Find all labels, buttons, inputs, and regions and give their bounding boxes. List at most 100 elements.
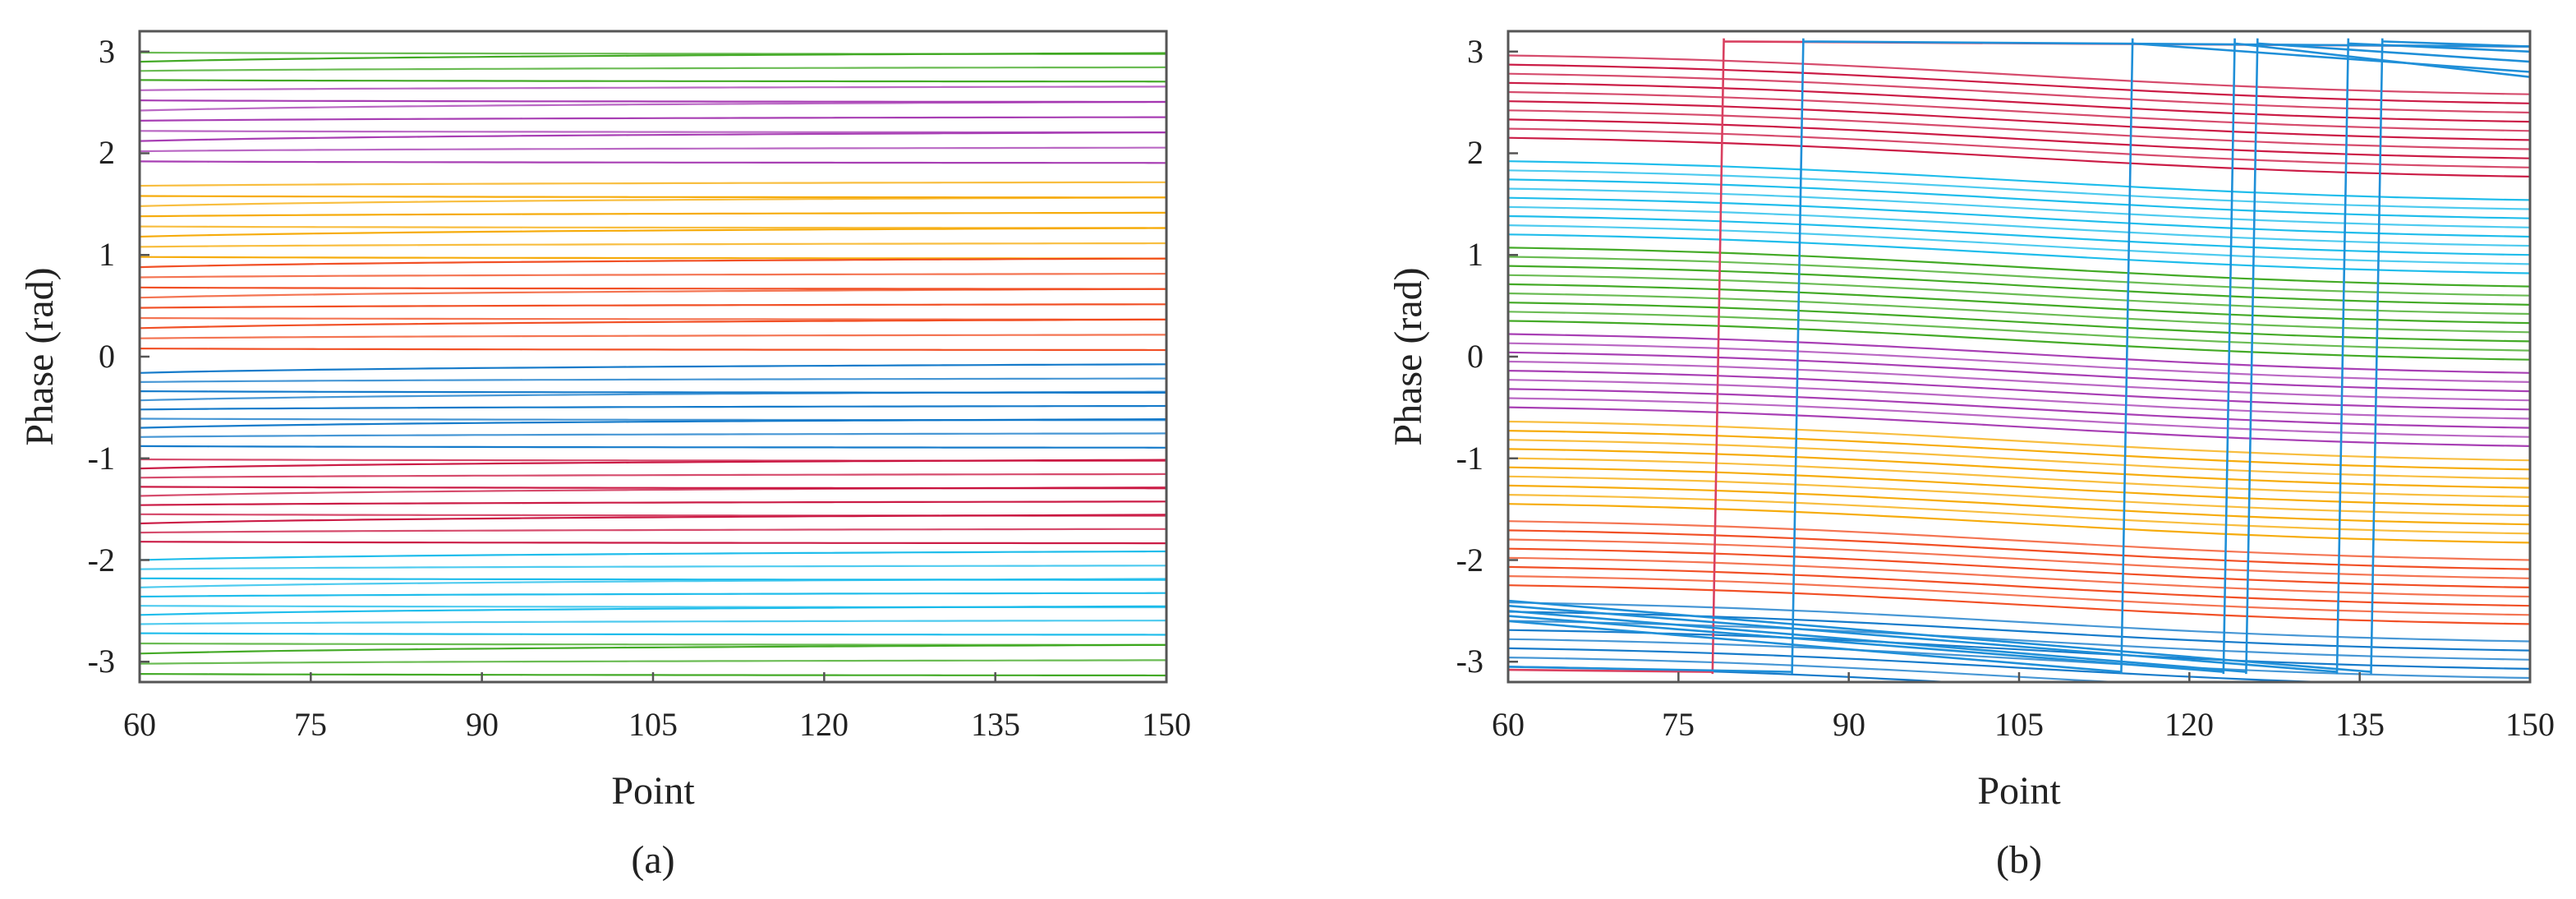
panel-b-series-1-line-1: [1508, 224, 2530, 265]
panel-b-xtick-75: 75: [1662, 706, 1695, 743]
panel-b-wrap-line-3: [1508, 38, 2530, 675]
panel-b-series-5-line-5: [1508, 538, 2530, 579]
panel-b-series-2-line-1: [1508, 311, 2530, 352]
panel-b-series-5-line-6: [1508, 529, 2530, 570]
panel-b-series-3-line-4: [1508, 370, 2530, 411]
panel-a-series-1-line-5: [140, 100, 1166, 112]
panel-a-series-5-line-0: [140, 541, 1166, 545]
panel-a-series-5-line-3: [140, 513, 1166, 517]
panel-b-ytick-neg1: -1: [1456, 440, 1484, 477]
panel-a-series-6-line-3: [140, 605, 1166, 609]
panel-b-series-0-line-5: [1508, 90, 2530, 132]
panel-b-wrap-line-1: [1508, 38, 2530, 675]
panel-b-series-5-line-4: [1508, 547, 2530, 588]
panel-b-xtick-60: 60: [1492, 706, 1525, 743]
panel-b-ytick-2: 2: [1467, 134, 1484, 171]
panel-a-ytick-neg2: -2: [88, 542, 115, 579]
panel-a-series-3-line-5: [140, 288, 1166, 299]
panel-a-xtick-150: 150: [1142, 706, 1191, 743]
panel-b-series-3-line-3: [1508, 379, 2530, 420]
panel-b-xtick-90: 90: [1833, 706, 1865, 743]
panel-a-series-1-line-3: [140, 130, 1166, 134]
panel-a-series-7-line-2: [140, 643, 1166, 655]
panel-b-series-4-line-1: [1508, 494, 2530, 535]
panel-a-ytick-3: 3: [99, 33, 115, 70]
panel-b-series-0-line-7: [1508, 72, 2530, 114]
panel-b-series-2-line-5: [1508, 274, 2530, 316]
panel-a-caption: (a): [631, 838, 674, 882]
panel-a-series-3-line-7: [140, 273, 1166, 279]
panel-a-ytick-0: 0: [99, 338, 115, 375]
panel-a-xtick-75: 75: [294, 706, 327, 743]
panel-a-series-4-line-7: [140, 377, 1166, 383]
panel-b-series-4-line-9: [1508, 420, 2530, 462]
panel-b-series-4-line-3: [1508, 475, 2530, 517]
panel-b-wrap-line-5: [1508, 38, 2530, 675]
panel-a-series-3-line-6: [140, 286, 1166, 290]
panel-a-series-5-line-1: [140, 528, 1166, 534]
panel-a-xtick-90: 90: [466, 706, 499, 743]
panel-b-series-2-line-3: [1508, 292, 2530, 334]
panel-a-xtick-105: 105: [628, 706, 678, 743]
panel-b-xtick-105: 105: [1994, 706, 2044, 743]
panel-a-ylabel: Phase (rad): [18, 267, 62, 445]
panel-b-series-5-line-1: [1508, 575, 2530, 616]
panel-a-series-1-line-2: [140, 131, 1166, 142]
panel-a-series-2-line-2: [140, 227, 1166, 238]
panel-b-series-5-line-0: [1508, 584, 2530, 625]
panel-a-series-1-line-7: [140, 85, 1166, 91]
panel-a-series-4-line-1: [140, 432, 1166, 438]
panel-a-series-1-line-6: [140, 99, 1166, 104]
panel-b-series-4-line-8: [1508, 430, 2530, 471]
panel-b-series-0-line-9: [1508, 54, 2530, 95]
panel-a-series-6-line-4: [140, 592, 1166, 598]
panel-a-series-1-line-4: [140, 116, 1166, 122]
panel-a-series-3-line-0: [140, 348, 1166, 352]
panel-b-wrap-line-6: [1508, 38, 2530, 675]
panel-b-series-4-line-7: [1508, 439, 2530, 480]
panel-a-series-4-line-6: [140, 390, 1166, 394]
panel-b-lines: [1508, 38, 2530, 682]
panel-b-series-3-line-0: [1508, 406, 2530, 447]
panel-b-series-4-line-4: [1508, 466, 2530, 507]
panel-a-ytick-2: 2: [99, 134, 115, 171]
panel-b-series-5-line-2: [1508, 565, 2530, 607]
panel-a-series-0-line-1: [140, 66, 1166, 72]
panel-a-series-1-line-0: [140, 160, 1166, 164]
panel-b-ytick-neg3: -3: [1456, 643, 1484, 680]
panel-a-series-7-line-1: [140, 659, 1166, 665]
panel-b-xtick-135: 135: [2335, 706, 2385, 743]
panel-a-series-3-line-1: [140, 334, 1166, 339]
panel-b-series-0-line-8: [1508, 63, 2530, 104]
panel-a-series-2-line-7: [140, 181, 1166, 187]
panel-a-series-5-line-4: [140, 500, 1166, 506]
panel-b-xtick-120: 120: [2164, 706, 2214, 743]
panel-b-series-5-line-7: [1508, 520, 2530, 561]
panel-b-series-0-line-2: [1508, 118, 2530, 159]
panel-b-series-0-line-6: [1508, 81, 2530, 123]
panel-a-xtick-120: 120: [799, 706, 849, 743]
panel-b-series-5-line-3: [1508, 556, 2530, 598]
panel-a-series-4-line-4: [140, 404, 1166, 411]
panel-a-series-6-line-7: [140, 565, 1166, 570]
panel-a-series-6-line-8: [140, 550, 1166, 561]
panel-b-series-2-line-7: [1508, 256, 2530, 297]
panel-a-series-0-line-0: [140, 79, 1166, 83]
panel-b-series-2-line-2: [1508, 302, 2530, 343]
panel-b-wrap-line-2: [1508, 38, 2530, 675]
panel-b-series-4-line-6: [1508, 448, 2530, 489]
panel-a-series-5-line-7: [140, 473, 1166, 479]
panel-b-series-3-line-2: [1508, 388, 2530, 429]
panel-b-xtick-150: 150: [2505, 706, 2555, 743]
panel-b-ylabel: Phase (rad): [1387, 267, 1430, 445]
panel-b-series-6-line-4: [1508, 629, 2530, 670]
panel-a-series-7-line-3: [140, 642, 1166, 646]
panel-a-lines: [140, 51, 1166, 677]
panel-a-series-4-line-8: [140, 363, 1166, 374]
panel-b-series-1-line-6: [1508, 178, 2530, 219]
panel-b-series-3-line-6: [1508, 351, 2530, 393]
panel-a-series-1-line-1: [140, 146, 1166, 153]
panel-b-ytick-1: 1: [1467, 236, 1484, 273]
panel-b-series-0-line-3: [1508, 109, 2530, 150]
